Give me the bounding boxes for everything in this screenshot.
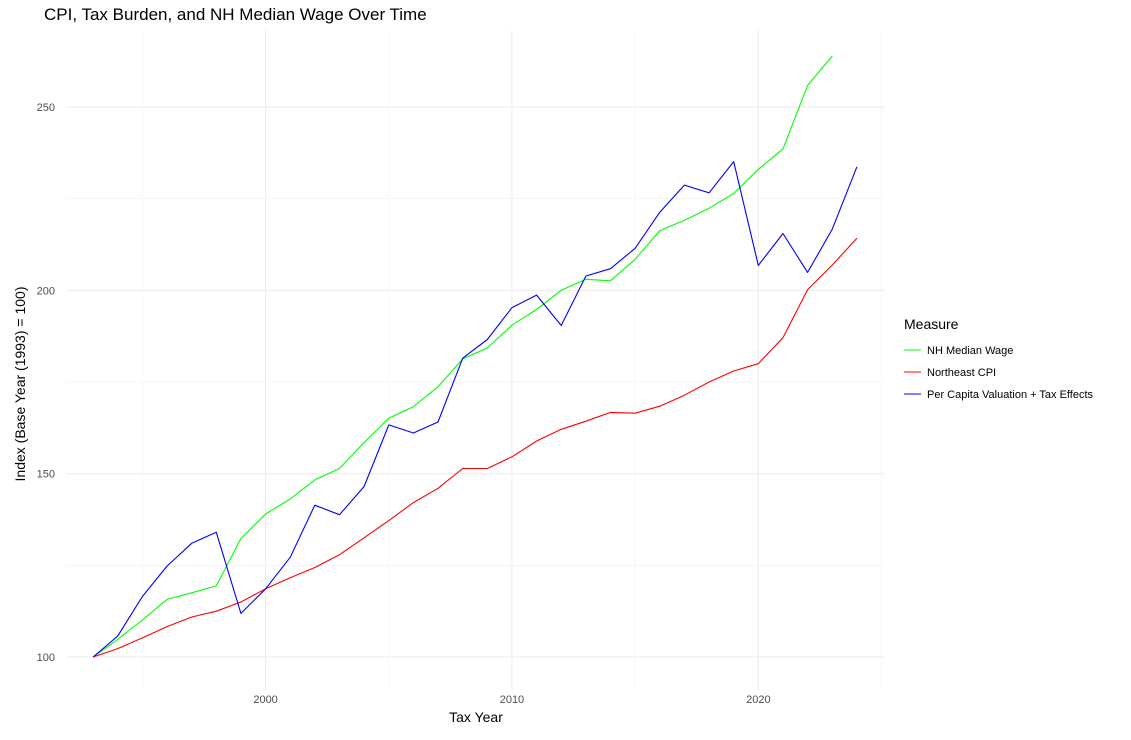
series-line-per-capita-valuation-tax-effects <box>92 161 858 658</box>
series-lines <box>92 55 858 658</box>
y-tick-label: 200 <box>37 285 55 297</box>
legend-label: Northeast CPI <box>927 367 996 379</box>
y-axis-title: Index (Base Year (1993) = 100) <box>12 287 28 482</box>
legend-label: NH Median Wage <box>927 345 1013 357</box>
x-tick-label: 2000 <box>253 694 277 706</box>
x-tick-label: 2010 <box>500 694 524 706</box>
x-axis-title: Tax Year <box>449 709 503 725</box>
legend-title: Measure <box>904 316 959 332</box>
y-tick-label: 100 <box>37 652 55 664</box>
y-tick-label: 150 <box>37 469 55 481</box>
series-line-nh-median-wage <box>92 55 833 658</box>
y-tick-label: 250 <box>37 102 55 114</box>
y-axis-ticks: 100 150 200 250 <box>37 102 55 664</box>
x-axis-ticks: 2000 2010 2020 <box>253 694 770 706</box>
series-line-northeast-cpi <box>92 237 858 658</box>
grid <box>66 30 884 690</box>
legend: Measure NH Median Wage Northeast CPI Per C… <box>904 316 1094 401</box>
x-tick-label: 2020 <box>746 694 770 706</box>
legend-label: Per Capita Valuation + Tax Effects <box>927 389 1094 401</box>
chart-title: CPI, Tax Burden, and NH Median Wage Over… <box>44 5 427 24</box>
